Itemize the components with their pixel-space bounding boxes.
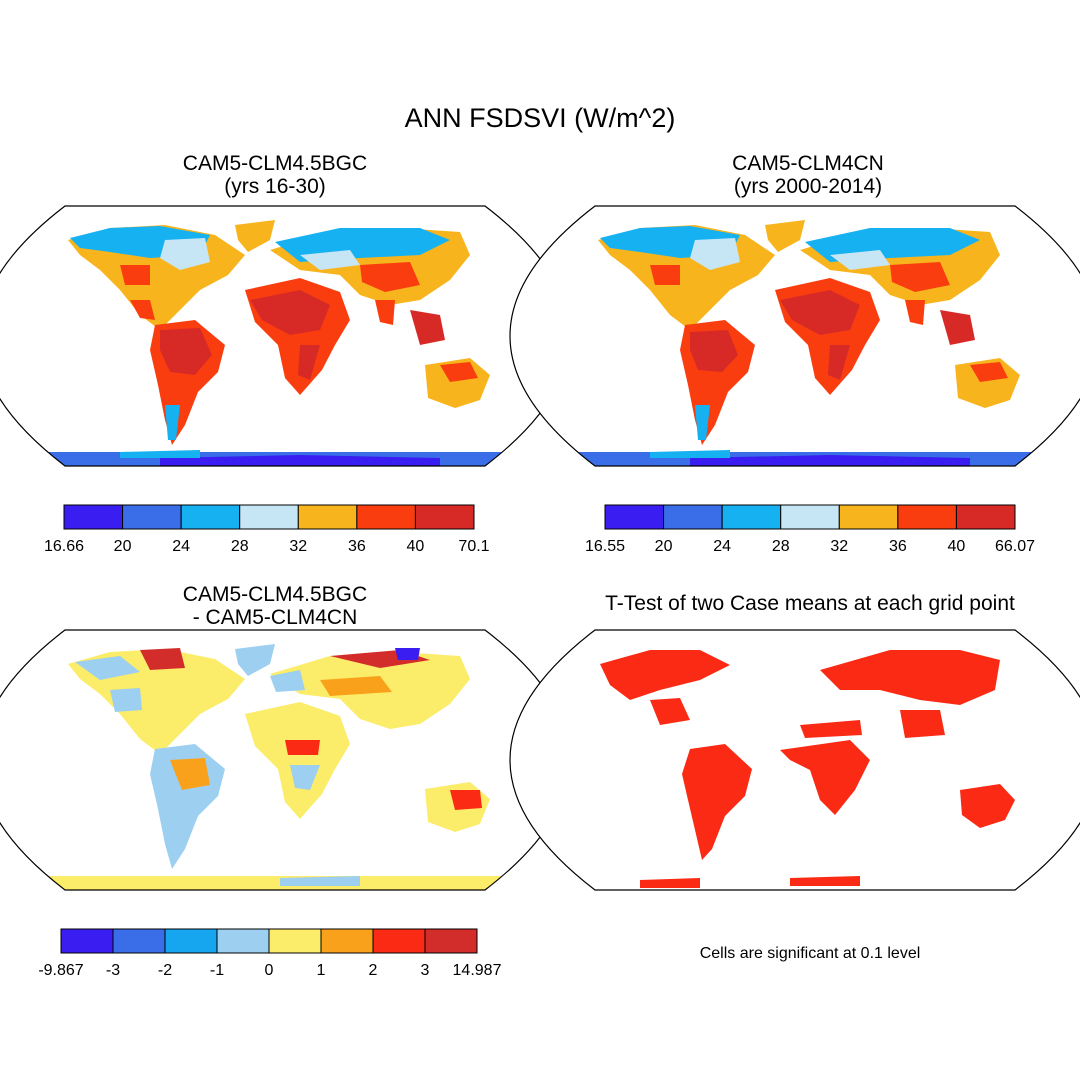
colorbar-swatch [216,928,270,954]
colorbar-swatch [268,928,322,954]
antarctica-sig [640,878,700,888]
colorbar-tick-label: -2 [158,962,172,979]
colorbar-swatch [180,504,241,530]
colorbar-tick-label: 36 [889,538,907,555]
colorbar-swatch [297,504,358,530]
colorbar-tick-label: 14.987 [453,962,502,979]
colorbar-swatch [320,928,374,954]
colorbar-swatch [721,504,782,530]
panel2-map [509,205,1080,467]
panel2-colorbar: 16.55 20 24 28 32 36 40 66.07 [585,504,1035,555]
colorbar-swatch [780,504,840,530]
colorbar-tick-label: 36 [348,538,366,555]
panel3-title-line2: - CAM5-CLM4CN [192,606,358,629]
colorbar-tick-label: -1 [210,962,224,979]
colorbar-tick-label: 16.66 [44,538,84,555]
colorbar-tick-label: 20 [114,538,132,555]
greenland-region [235,220,275,252]
australia-sig [960,784,1015,828]
colorbar-tick-label: 32 [289,538,307,555]
greenland-region [765,220,805,252]
panel3-map [0,629,571,891]
panel3-title: CAM5-CLM4.5BGC - CAM5-CLM4CN [95,583,455,629]
panel4-map [509,629,1080,891]
colorbar-tick-label: 66.07 [995,538,1035,555]
panel1-map [0,205,571,467]
colorbar-tick-label: -3 [106,962,120,979]
colorbar-swatch [356,504,416,530]
significance-note: Cells are significant at 0.1 level [699,945,921,962]
africa-sig [780,740,870,815]
panel4-title: T-Test of two Case means at each grid po… [605,592,1015,615]
colorbar-tick-label: 40 [948,538,966,555]
panel2-title-line1: CAM5-CLM4CN [732,152,884,175]
eurasia-sig [820,650,1000,705]
colorbar-swatch [122,504,182,530]
colorbar-swatch [63,504,124,530]
panel1-title-line2: (yrs 16-30) [224,175,326,198]
colorbar-swatch [60,928,114,954]
colorbar-tick-label: 2 [369,962,378,979]
colorbar-swatch [663,504,723,530]
panel1-colorbar: 16.66 20 24 28 32 36 40 70.1 [44,504,490,555]
colorbar-swatch [955,504,1016,530]
panel3-title-line1: CAM5-CLM4.5BGC [182,583,368,606]
colorbar-swatch [112,928,166,954]
colorbar-tick-label: 40 [407,538,425,555]
colorbar-swatch [424,928,478,954]
panel2-title-line2: (yrs 2000-2014) [733,175,883,198]
panel2-map-border [509,205,1080,467]
colorbar-swatch [164,928,218,954]
greenland-region [235,644,275,676]
colorbar-swatch [604,504,665,530]
colorbar-tick-label: 28 [231,538,249,555]
colorbar-swatch [414,504,475,530]
figure-title: ANN FSDSVI (W/m^2) [404,103,676,133]
africa-region [245,702,350,819]
colorbar-tick-label: 24 [713,538,731,555]
colorbar-tick-label: -9.867 [38,962,83,979]
colorbar-tick-label: 32 [830,538,848,555]
north-america-sig [600,650,730,700]
colorbar-tick-label: 0 [265,962,274,979]
panel2-title: CAM5-CLM4CN (yrs 2000-2014) [628,152,988,198]
colorbar-tick-label: 16.55 [585,538,625,555]
panel1-title-line1: CAM5-CLM4.5BGC [182,152,368,175]
colorbar-tick-label: 24 [172,538,190,555]
south-america-sig [682,744,752,860]
panel4-map-border [509,629,1080,891]
colorbar-swatch [239,504,299,530]
colorbar-tick-label: 3 [421,962,430,979]
panel3-colorbar: -9.867 -3 -2 -1 0 1 2 3 14.987 [38,928,502,979]
colorbar-tick-label: 28 [772,538,790,555]
colorbar-tick-label: 20 [655,538,673,555]
colorbar-tick-label: 70.1 [458,538,489,555]
antarctica-region [510,452,1080,466]
colorbar-swatch [838,504,899,530]
colorbar-swatch [897,504,957,530]
colorbar-swatch [372,928,426,954]
panel1-title: CAM5-CLM4.5BGC (yrs 16-30) [95,152,455,198]
colorbar-tick-label: 1 [317,962,326,979]
